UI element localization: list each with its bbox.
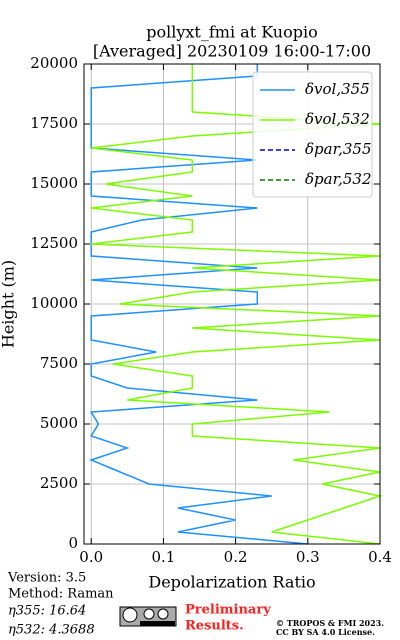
y-tick-label: 7500 [40, 354, 78, 372]
y-tick-label: 17500 [30, 114, 78, 132]
x-axis-label: Depolarization Ratio [148, 573, 315, 592]
chart-title: [Averaged] 20230109 16:00-17:00 [93, 42, 371, 61]
legend-label: δpar,532 [305, 170, 372, 188]
y-tick-label: 20000 [30, 54, 78, 72]
y-tick-label: 0 [68, 534, 78, 552]
copyright: © TROPOS & FMI 2023. [276, 618, 384, 628]
legend-label: δvol,355 [305, 80, 370, 98]
legend-label: δvol,532 [305, 110, 370, 128]
eta532: η532: 4.3688 [8, 623, 95, 638]
y-tick-label: 15000 [30, 174, 78, 192]
x-tick-label: 0.2 [224, 548, 248, 566]
x-tick-label: 0.0 [79, 548, 103, 566]
y-axis-label: Height (m) [0, 260, 18, 348]
cc-icon [119, 606, 177, 627]
y-tick-label: 5000 [40, 414, 78, 432]
y-tick-label: 2500 [40, 474, 78, 492]
method: Method: Raman [8, 587, 114, 602]
plot-frame [83, 63, 381, 545]
y-tick-label: 12500 [30, 234, 78, 252]
data-line [91, 64, 383, 545]
eta355: η355: 16.64 [8, 604, 86, 619]
x-tick-label: 0.4 [368, 548, 392, 566]
version: Version: 3.5 [7, 571, 86, 586]
data-line [89, 64, 308, 545]
preliminary: Preliminary [185, 603, 271, 618]
legend-box [252, 71, 373, 198]
preliminary: Results. [185, 619, 244, 634]
x-tick-label: 0.3 [296, 548, 320, 566]
y-tick-label: 10000 [30, 294, 78, 312]
x-tick-label: 0.1 [151, 548, 175, 566]
copyright: CC BY SA 4.0 License. [276, 627, 375, 637]
legend-label: δpar,355 [305, 140, 372, 158]
chart-title: pollyxt_fmi at Kuopio [146, 23, 317, 42]
